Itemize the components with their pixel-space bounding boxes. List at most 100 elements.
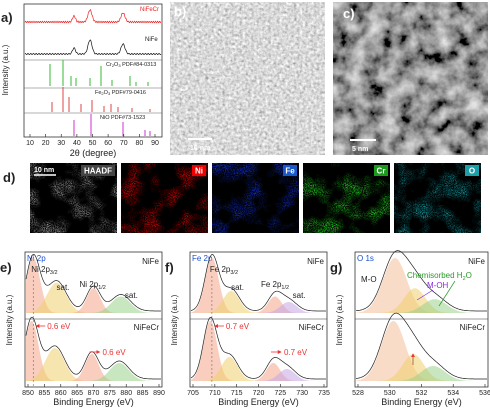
- x-tick-label: 880: [120, 390, 132, 397]
- x-tick-label: 536: [479, 390, 490, 397]
- x-tick-label: 60: [104, 140, 112, 147]
- fit-peak: [356, 288, 487, 313]
- panel-label: c): [343, 6, 355, 21]
- text-part: Ni 2p: [31, 265, 50, 274]
- x-tick-label: 10: [26, 140, 34, 147]
- tem-image: [333, 2, 488, 155]
- panel-label: b): [174, 4, 186, 19]
- text-sub: 3/2: [230, 270, 238, 276]
- panel-label: e): [0, 260, 12, 275]
- spectrum: [190, 254, 326, 312]
- tem-image: [170, 2, 325, 155]
- x-tick-label: 534: [447, 390, 459, 397]
- panel-label: a): [1, 10, 13, 25]
- xps-panels: 850 855 860 865 870 875 880 885 890 Binding Energ…: [0, 250, 490, 407]
- shift-label: 0.7 eV: [226, 322, 250, 331]
- x-label: Binding Energy (eV): [53, 397, 134, 407]
- panel-label: g): [330, 260, 342, 275]
- x-tick-label: 890: [153, 390, 165, 397]
- x-tick-label: 70: [120, 140, 128, 147]
- text-sub: 3/2: [50, 270, 58, 276]
- fit-peak: [191, 258, 326, 313]
- fit-peak: [191, 302, 326, 313]
- peak-label: Ni 2p3/2: [31, 265, 57, 276]
- y-label: Intensity (a.u.): [5, 294, 14, 345]
- x-tick-label: 90: [151, 140, 159, 147]
- y-label: Intensity (a.u.): [1, 44, 10, 95]
- pointer: [416, 289, 434, 301]
- fit-peak: [191, 291, 326, 313]
- peak-label: M-OH: [427, 281, 449, 290]
- fit-peak: [356, 258, 487, 313]
- map-label: HAADF: [84, 167, 112, 176]
- fit-peak: [26, 354, 161, 381]
- x-tick-label: 875: [104, 390, 116, 397]
- peak-label: Fe 2p1/2: [261, 280, 289, 291]
- x-tick-label: 40: [73, 140, 81, 147]
- x-tick-label: 865: [71, 390, 83, 397]
- x-tick-label: 720: [253, 390, 265, 397]
- text-part: Fe 2p: [210, 265, 231, 274]
- panel-label: d): [3, 170, 15, 185]
- core-level: Fe 2p: [192, 254, 213, 263]
- legend-entry: NiO PDF#73-1523: [100, 115, 145, 121]
- x-tick-label: 20: [42, 140, 50, 147]
- map-tag: [465, 165, 479, 176]
- sample: NiFeCr: [299, 323, 325, 332]
- peak-label: sat.: [57, 283, 70, 292]
- fit-peak: [26, 282, 161, 313]
- peak-label: sat.: [125, 291, 138, 300]
- map-tag: [374, 165, 388, 176]
- map-label: O: [469, 167, 475, 176]
- peak-label: M-O: [361, 275, 377, 284]
- x-tick-label: 50: [89, 140, 97, 147]
- spectrum: [356, 312, 487, 380]
- panel-label: f): [165, 260, 174, 275]
- peak-label: sat.: [231, 283, 244, 292]
- core-level: O 1s: [357, 254, 374, 263]
- peak-label: Chemisorbed H2O: [407, 271, 472, 282]
- x-tick-label: 885: [137, 390, 149, 397]
- text-part: Ni 2p: [80, 280, 99, 289]
- x-tick-label: 30: [57, 140, 65, 147]
- x-tick-label: 710: [209, 390, 221, 397]
- scale-label: 10 nm: [34, 167, 54, 174]
- shift-label: 0.7 eV: [284, 348, 308, 357]
- legend-entry: Fe2O3 PDF#79-0416: [95, 90, 146, 96]
- scale-label: 10 nm: [190, 145, 210, 152]
- text-sub: 1/2: [98, 285, 106, 291]
- text-sub: 2: [463, 276, 466, 282]
- sample: NiFeCr: [134, 323, 160, 332]
- frame: [23, 3, 163, 138]
- fit-peak: [356, 299, 487, 313]
- x-tick-label: 855: [39, 390, 51, 397]
- pattern-line: [25, 39, 162, 56]
- spectrum: [25, 253, 161, 312]
- x-label: Binding Energy (eV): [381, 397, 462, 407]
- fit-peak: [26, 363, 161, 381]
- x-tick-label: 528: [352, 390, 364, 397]
- map-label: Ni: [195, 167, 203, 176]
- spectrum: [356, 250, 487, 312]
- x-tick-label: 870: [88, 390, 100, 397]
- y-label: Intensity (a.u.): [170, 294, 179, 345]
- x-tick-label: 715: [231, 390, 243, 397]
- spectrum: [190, 317, 326, 380]
- map-label: Cr: [377, 167, 386, 176]
- x-tick-label: 80: [135, 140, 143, 147]
- sample: NiFeCr: [460, 323, 486, 332]
- eds-maps: HAADF Ni Fe Cr O 10 nm: [30, 163, 481, 233]
- text-sub: 1/2: [281, 285, 289, 291]
- peak-label: Ni 2p1/2: [80, 280, 106, 291]
- x-tick-label: 725: [274, 390, 286, 397]
- text-part: Fe 2p: [261, 280, 282, 289]
- fit-peak: [191, 369, 326, 381]
- fit-peak: [191, 357, 326, 381]
- map-label: Fe: [285, 167, 295, 176]
- text-part: Chemisorbed H: [407, 271, 463, 280]
- shift-label: 0.6 eV: [103, 348, 127, 357]
- scale-label: 5 nm: [352, 146, 368, 153]
- pattern-line: [24, 8, 161, 24]
- x-tick-label: 530: [384, 390, 396, 397]
